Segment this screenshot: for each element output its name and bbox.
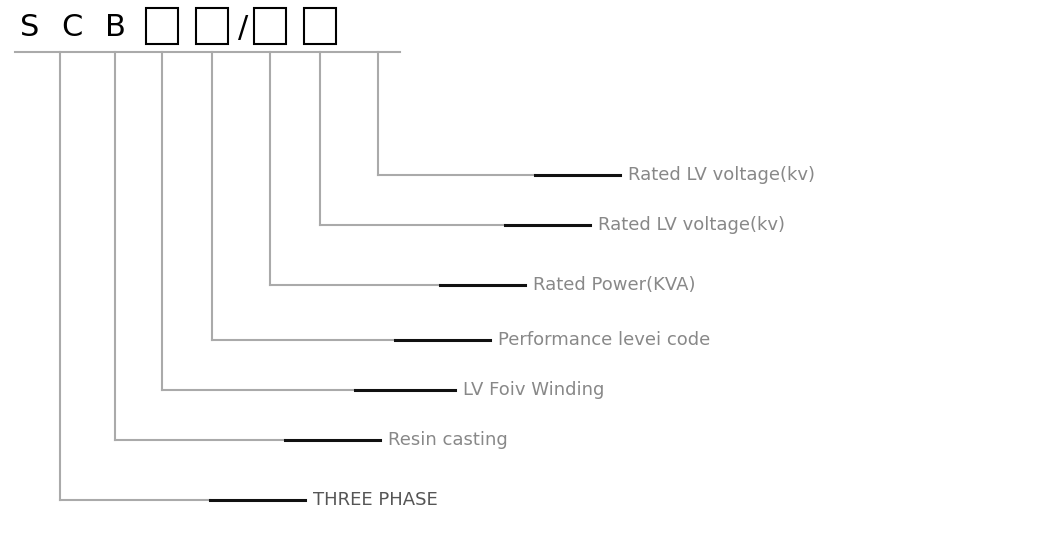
Text: /: / xyxy=(237,14,248,42)
Text: Rated Power(KVA): Rated Power(KVA) xyxy=(533,276,695,294)
Text: Rated LV voltage(kv): Rated LV voltage(kv) xyxy=(628,166,815,184)
Bar xyxy=(304,8,336,44)
Text: LV Foiv Winding: LV Foiv Winding xyxy=(463,381,604,399)
Text: Resin casting: Resin casting xyxy=(388,431,508,449)
Bar xyxy=(254,8,286,44)
Bar xyxy=(146,8,178,44)
Text: C: C xyxy=(61,14,83,42)
Text: THREE PHASE: THREE PHASE xyxy=(313,491,438,509)
Text: B: B xyxy=(105,14,125,42)
Text: Performance levei code: Performance levei code xyxy=(498,331,710,349)
Bar xyxy=(196,8,228,44)
Text: S: S xyxy=(20,14,39,42)
Text: Rated LV voltage(kv): Rated LV voltage(kv) xyxy=(598,216,785,234)
